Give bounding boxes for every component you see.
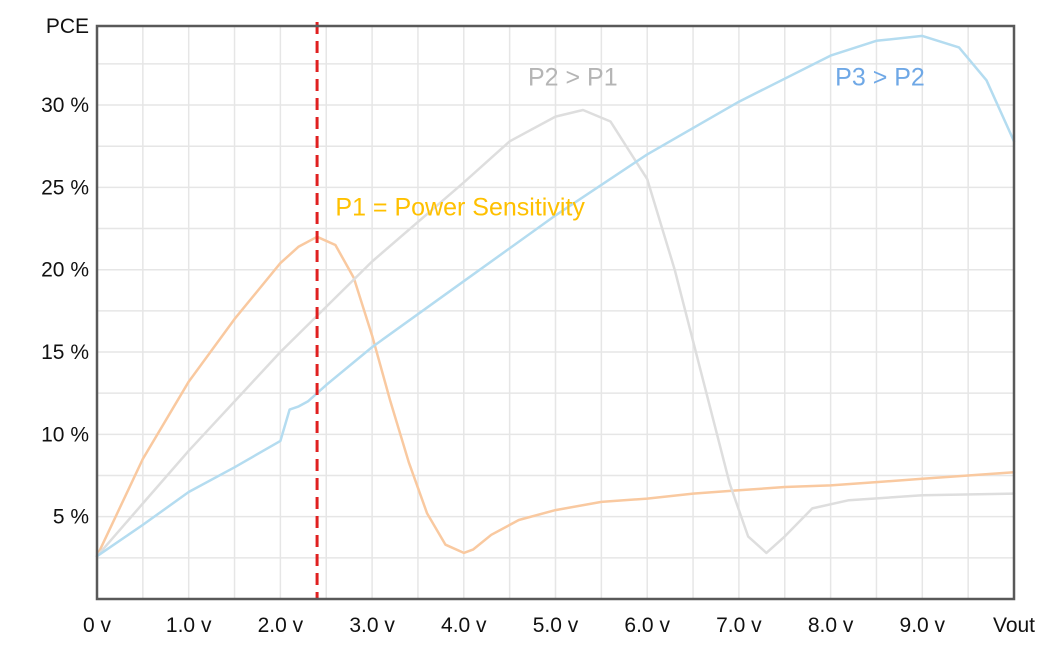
y-tick-label: 25 %	[41, 176, 89, 199]
plot-frame	[95, 24, 1016, 601]
x-tick-label: 2.0 v	[258, 614, 304, 637]
x-tick-label: 6.0 v	[624, 614, 670, 637]
x-axis-ticks: 0 v 1.0 v 2.0 v 3.0 v 4.0 v 5.0 v 6.0 v 7.0 v 8.…	[83, 614, 1035, 637]
series-lines	[95, 34, 1016, 558]
annotations: P1 = Power Sensitivity P2 > P1 P3 > P2	[335, 63, 924, 221]
y-tick-label: 20 %	[41, 259, 89, 282]
x-tick-label: Vout	[993, 614, 1035, 637]
x-tick-label: 7.0 v	[716, 614, 762, 637]
x-tick-label: 0 v	[83, 614, 112, 637]
y-tick-label: 30 %	[41, 94, 89, 117]
annotation-label: P3 > P2	[835, 63, 925, 91]
x-tick-label: 8.0 v	[808, 614, 854, 637]
y-tick-label: 15 %	[41, 341, 89, 364]
x-tick-label: 1.0 v	[166, 614, 212, 637]
series-line-p3	[95, 34, 1016, 558]
x-tick-label: 5.0 v	[533, 614, 579, 637]
annotation-label: P1 = Power Sensitivity	[335, 193, 585, 221]
annotation-label: P2 > P1	[528, 63, 618, 91]
y-axis-ticks: 5 % 10 % 15 % 20 % 25 % 30 % PCE	[41, 15, 89, 529]
grid	[97, 26, 1014, 599]
y-axis-title: PCE	[46, 15, 89, 38]
x-tick-label: 3.0 v	[349, 614, 395, 637]
series-line-p2	[95, 108, 1016, 558]
y-tick-label: 5 %	[53, 506, 89, 529]
x-tick-label: 9.0 v	[900, 614, 946, 637]
y-tick-label: 10 %	[41, 423, 89, 446]
x-tick-label: 4.0 v	[441, 614, 487, 637]
series-line-p1	[95, 235, 1016, 558]
